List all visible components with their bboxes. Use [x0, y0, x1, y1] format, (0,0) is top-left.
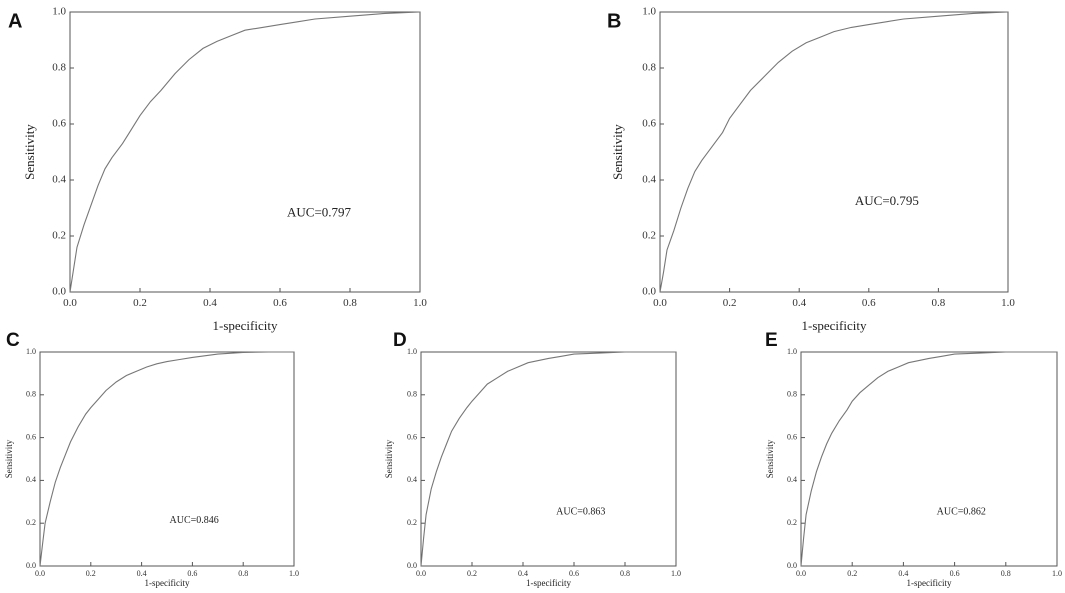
panel-a: A 0.0 0.2 0.4 0.6 0.8 1.0 0.0 0.2 0.4 0.6 0.8 1.0 1-s… — [8, 6, 427, 333]
y-tick-label: 0.8 — [642, 62, 656, 74]
x-tick-label: 0.0 — [653, 297, 667, 309]
x-tick-label: 0.0 — [35, 569, 45, 578]
y-tick-label: 1.0 — [787, 347, 797, 356]
x-tick-label: 0.6 — [950, 569, 960, 578]
panel-label: D — [393, 330, 407, 351]
x-tick-label: 0.4 — [518, 569, 528, 578]
x-tick-label: 0.8 — [932, 297, 946, 309]
y-tick-label: 0.0 — [407, 561, 417, 570]
x-tick-label: 0.8 — [238, 569, 248, 578]
y-axis-title: Sensitivity — [610, 124, 625, 180]
x-tick-label: 0.2 — [847, 569, 857, 578]
panel-b: B 0.0 0.2 0.4 0.6 0.8 1.0 0.0 0.2 0.4 0.6 0.8 1.0 1-s… — [607, 6, 1015, 333]
x-tick-label: 0.8 — [343, 297, 357, 309]
roc-curve — [420, 351, 676, 567]
y-tick-label: 0.4 — [407, 475, 417, 484]
y-tick-label: 0.6 — [787, 432, 797, 441]
x-tick-label: 0.2 — [467, 569, 477, 578]
y-tick-label: 0.0 — [787, 561, 797, 570]
panel-label: E — [765, 330, 778, 351]
panel-label: A — [8, 10, 22, 32]
x-tick-label: 1.0 — [1052, 569, 1062, 578]
x-tick-label: 0.4 — [898, 569, 908, 578]
y-tick-label: 0.0 — [642, 286, 656, 298]
plot-frame — [420, 351, 677, 567]
y-tick-label: 0.6 — [407, 432, 417, 441]
roc-curve — [69, 11, 421, 293]
y-tick-label: 0.8 — [52, 62, 66, 74]
y-tick-label: 0.2 — [52, 230, 66, 242]
y-axis-title: Sensitivity — [384, 439, 394, 478]
x-tick-label: 0.2 — [86, 569, 96, 578]
x-tick-label: 1.0 — [1001, 297, 1015, 309]
x-tick-label: 0.0 — [63, 297, 77, 309]
y-axis-title: Sensitivity — [4, 439, 14, 478]
y-tick-label: 0.6 — [52, 118, 66, 130]
x-tick-label: 0.6 — [187, 569, 197, 578]
y-tick-label: 0.0 — [52, 286, 66, 298]
x-axis-title: 1-specificity — [145, 578, 190, 588]
x-tick-label: 1.0 — [413, 297, 427, 309]
y-tick-label: 0.4 — [52, 174, 66, 186]
x-tick-label: 1.0 — [671, 569, 681, 578]
auc-label: AUC=0.862 — [937, 507, 986, 518]
y-tick-label: 0.8 — [787, 390, 797, 399]
x-tick-label: 0.6 — [862, 297, 876, 309]
y-tick-label: 0.8 — [26, 390, 36, 399]
x-tick-label: 0.0 — [796, 569, 806, 578]
auc-label: AUC=0.863 — [556, 507, 605, 518]
roc-curve — [800, 351, 1057, 567]
y-tick-label: 0.8 — [407, 390, 417, 399]
x-tick-label: 0.4 — [137, 569, 147, 578]
y-tick-label: 0.4 — [26, 475, 36, 484]
y-tick-label: 1.0 — [26, 347, 36, 356]
roc-curve — [659, 11, 1009, 293]
plot-frame — [800, 351, 1058, 567]
y-tick-label: 0.2 — [407, 518, 417, 527]
auc-label: AUC=0.846 — [170, 515, 219, 526]
x-tick-label: 0.4 — [203, 297, 217, 309]
y-tick-label: 0.4 — [787, 475, 797, 484]
y-tick-label: 0.2 — [787, 518, 797, 527]
panel-c: C 0.0 0.2 0.4 0.6 0.8 1.0 0.0 0.2 0.4 0.6 0.8 1.0 1-s… — [4, 330, 299, 588]
x-tick-label: 0.2 — [723, 297, 737, 309]
y-tick-label: 1.0 — [642, 6, 656, 18]
y-axis-title: Sensitivity — [22, 124, 37, 180]
y-tick-label: 0.6 — [642, 118, 656, 130]
auc-label: AUC=0.795 — [855, 193, 919, 208]
x-tick-label: 0.0 — [416, 569, 426, 578]
plot-frame — [659, 11, 1009, 293]
x-axis-title: 1-specificity — [526, 578, 571, 588]
x-axis-title: 1-specificity — [907, 578, 952, 588]
y-tick-label: 1.0 — [52, 6, 66, 18]
panel-e: E 0.0 0.2 0.4 0.6 0.8 1.0 0.0 0.2 0.4 0.6 0.8 1.0 1-s… — [765, 330, 1062, 588]
y-tick-label: 0.4 — [642, 174, 656, 186]
auc-label: AUC=0.797 — [287, 204, 352, 219]
x-tick-label: 0.6 — [273, 297, 287, 309]
x-tick-label: 0.6 — [569, 569, 579, 578]
x-tick-label: 0.4 — [792, 297, 806, 309]
y-tick-label: 1.0 — [407, 347, 417, 356]
plot-frame — [39, 351, 295, 567]
y-tick-label: 0.2 — [26, 518, 36, 527]
panel-label: B — [607, 10, 621, 32]
x-tick-label: 0.8 — [1001, 569, 1011, 578]
y-tick-label: 0.0 — [26, 561, 36, 570]
plot-frame — [69, 11, 421, 293]
panel-d: D 0.0 0.2 0.4 0.6 0.8 1.0 0.0 0.2 0.4 0.6 0.8 1.0 1-s… — [384, 330, 681, 588]
y-tick-label: 0.6 — [26, 432, 36, 441]
y-axis-title: Sensitivity — [765, 439, 775, 478]
x-tick-label: 0.2 — [133, 297, 147, 309]
x-axis-title: 1-specificity — [802, 318, 867, 333]
y-tick-label: 0.2 — [642, 230, 656, 242]
x-tick-label: 0.8 — [620, 569, 630, 578]
panel-label: C — [6, 330, 20, 351]
roc-curve — [39, 351, 294, 567]
x-axis-title: 1-specificity — [213, 318, 278, 333]
x-tick-label: 1.0 — [289, 569, 299, 578]
